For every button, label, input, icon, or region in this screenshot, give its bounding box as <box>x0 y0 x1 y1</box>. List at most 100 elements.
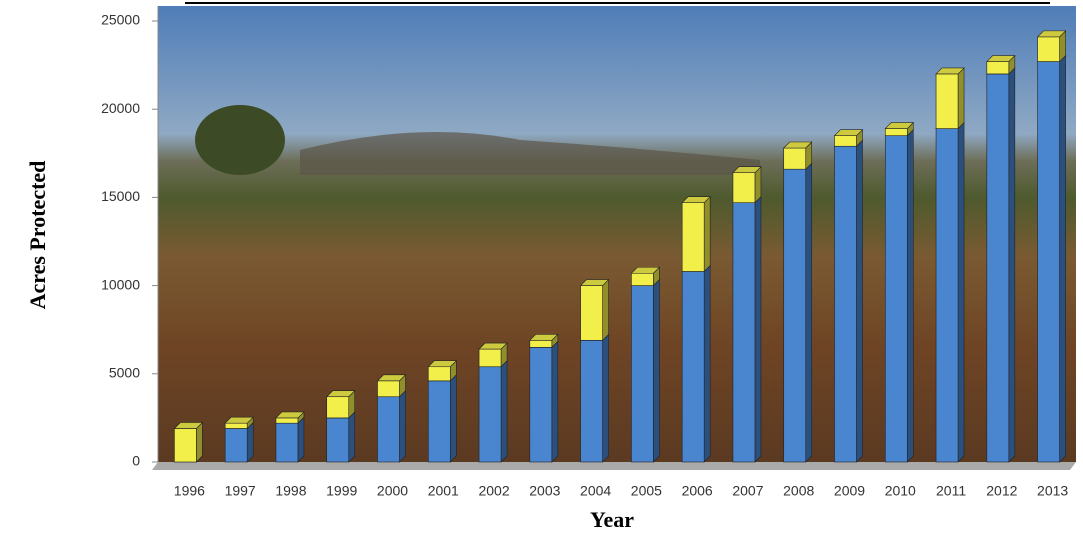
bar <box>986 73 1010 463</box>
bar-top <box>478 342 508 350</box>
bar <box>681 271 705 463</box>
bar-top <box>732 166 762 174</box>
y-tick-label: 10000 <box>101 276 140 292</box>
bar-side <box>957 121 965 463</box>
bar-side <box>957 67 965 130</box>
bar-side <box>297 416 305 463</box>
bar-side <box>551 340 559 463</box>
bar <box>478 348 502 368</box>
bar <box>174 428 197 463</box>
x-tick-label: 2006 <box>682 483 713 499</box>
x-tick-label: 1998 <box>275 483 306 499</box>
bar-top <box>173 422 204 429</box>
bar <box>580 339 603 463</box>
bar-top <box>833 129 864 136</box>
hill <box>300 132 760 175</box>
bar-side <box>703 264 711 463</box>
floor <box>152 462 1076 470</box>
bar-side <box>1059 54 1066 463</box>
bar-top <box>884 122 915 129</box>
bar <box>884 135 908 463</box>
bar-side <box>856 139 863 463</box>
bar-side <box>906 128 914 463</box>
bar <box>1037 36 1060 62</box>
bar-top <box>1036 30 1067 38</box>
bar-top <box>325 390 356 398</box>
x-tick-label: 2009 <box>834 483 865 499</box>
bar-top <box>935 67 965 75</box>
bar <box>732 202 756 463</box>
bar <box>935 128 959 463</box>
bar <box>529 347 553 463</box>
plot-background <box>158 6 1076 462</box>
bar-top <box>376 374 407 382</box>
bar <box>1037 61 1060 463</box>
x-tick-label: 1999 <box>326 483 357 499</box>
bar <box>427 366 451 382</box>
bar-side <box>449 374 457 463</box>
bar-top <box>630 266 661 274</box>
x-tick-label: 2004 <box>580 483 611 499</box>
bar-top <box>681 196 711 203</box>
x-tick-label: 2001 <box>428 483 459 499</box>
bar <box>834 135 857 147</box>
x-tick-label: 2010 <box>885 483 916 499</box>
bar-side <box>602 278 609 342</box>
bar <box>681 202 705 272</box>
bar-top <box>986 55 1016 62</box>
bar <box>834 145 857 463</box>
bar <box>275 422 299 463</box>
x-tick-label: 2000 <box>377 483 408 499</box>
bar-top <box>529 333 559 341</box>
y-tick-label: 25000 <box>101 12 140 28</box>
bar <box>884 128 908 136</box>
x-tick-label: 2008 <box>783 483 814 499</box>
y-axis-title: Acres Protected <box>25 161 50 310</box>
bar <box>224 422 248 429</box>
x-tick-label: 2002 <box>478 483 509 499</box>
bar <box>478 366 502 463</box>
bar-side <box>500 360 508 463</box>
y-tick-label: 15000 <box>101 188 140 204</box>
bar-top <box>275 411 305 419</box>
x-tick-label: 2011 <box>936 483 966 499</box>
bar <box>783 147 807 170</box>
x-tick-label: 2013 <box>1037 483 1068 499</box>
bar <box>326 396 350 419</box>
y-tick-label: 20000 <box>101 100 140 116</box>
bar-top <box>427 360 458 368</box>
bar <box>935 73 959 129</box>
x-axis-title: Year <box>590 507 634 532</box>
x-tick-label: 1997 <box>225 483 256 499</box>
bar <box>427 380 451 463</box>
bar-side <box>754 195 762 463</box>
bar <box>732 172 756 203</box>
bar-side <box>805 162 813 463</box>
bar-side <box>196 421 203 463</box>
bar-side <box>246 421 254 463</box>
bar-side <box>348 411 356 463</box>
bar <box>529 339 553 348</box>
bar-side <box>1008 67 1016 463</box>
bar <box>377 380 400 398</box>
bar-top <box>579 279 610 286</box>
tree <box>195 105 285 175</box>
bar <box>377 396 400 463</box>
x-tick-label: 2007 <box>732 483 763 499</box>
x-tick-label: 1996 <box>174 483 205 499</box>
bar <box>224 428 248 463</box>
x-tick-label: 2012 <box>986 483 1017 499</box>
bar-side <box>602 333 609 463</box>
bar-top <box>224 416 254 424</box>
x-tick-label: 2005 <box>631 483 662 499</box>
bar <box>631 272 654 286</box>
y-tick-label: 5000 <box>109 365 140 381</box>
bar <box>275 417 299 424</box>
bar <box>783 168 807 463</box>
bar <box>580 285 603 341</box>
bar <box>631 285 654 463</box>
bar-side <box>399 390 406 463</box>
y-tick-label: 0 <box>132 453 140 469</box>
bar-side <box>653 278 660 463</box>
